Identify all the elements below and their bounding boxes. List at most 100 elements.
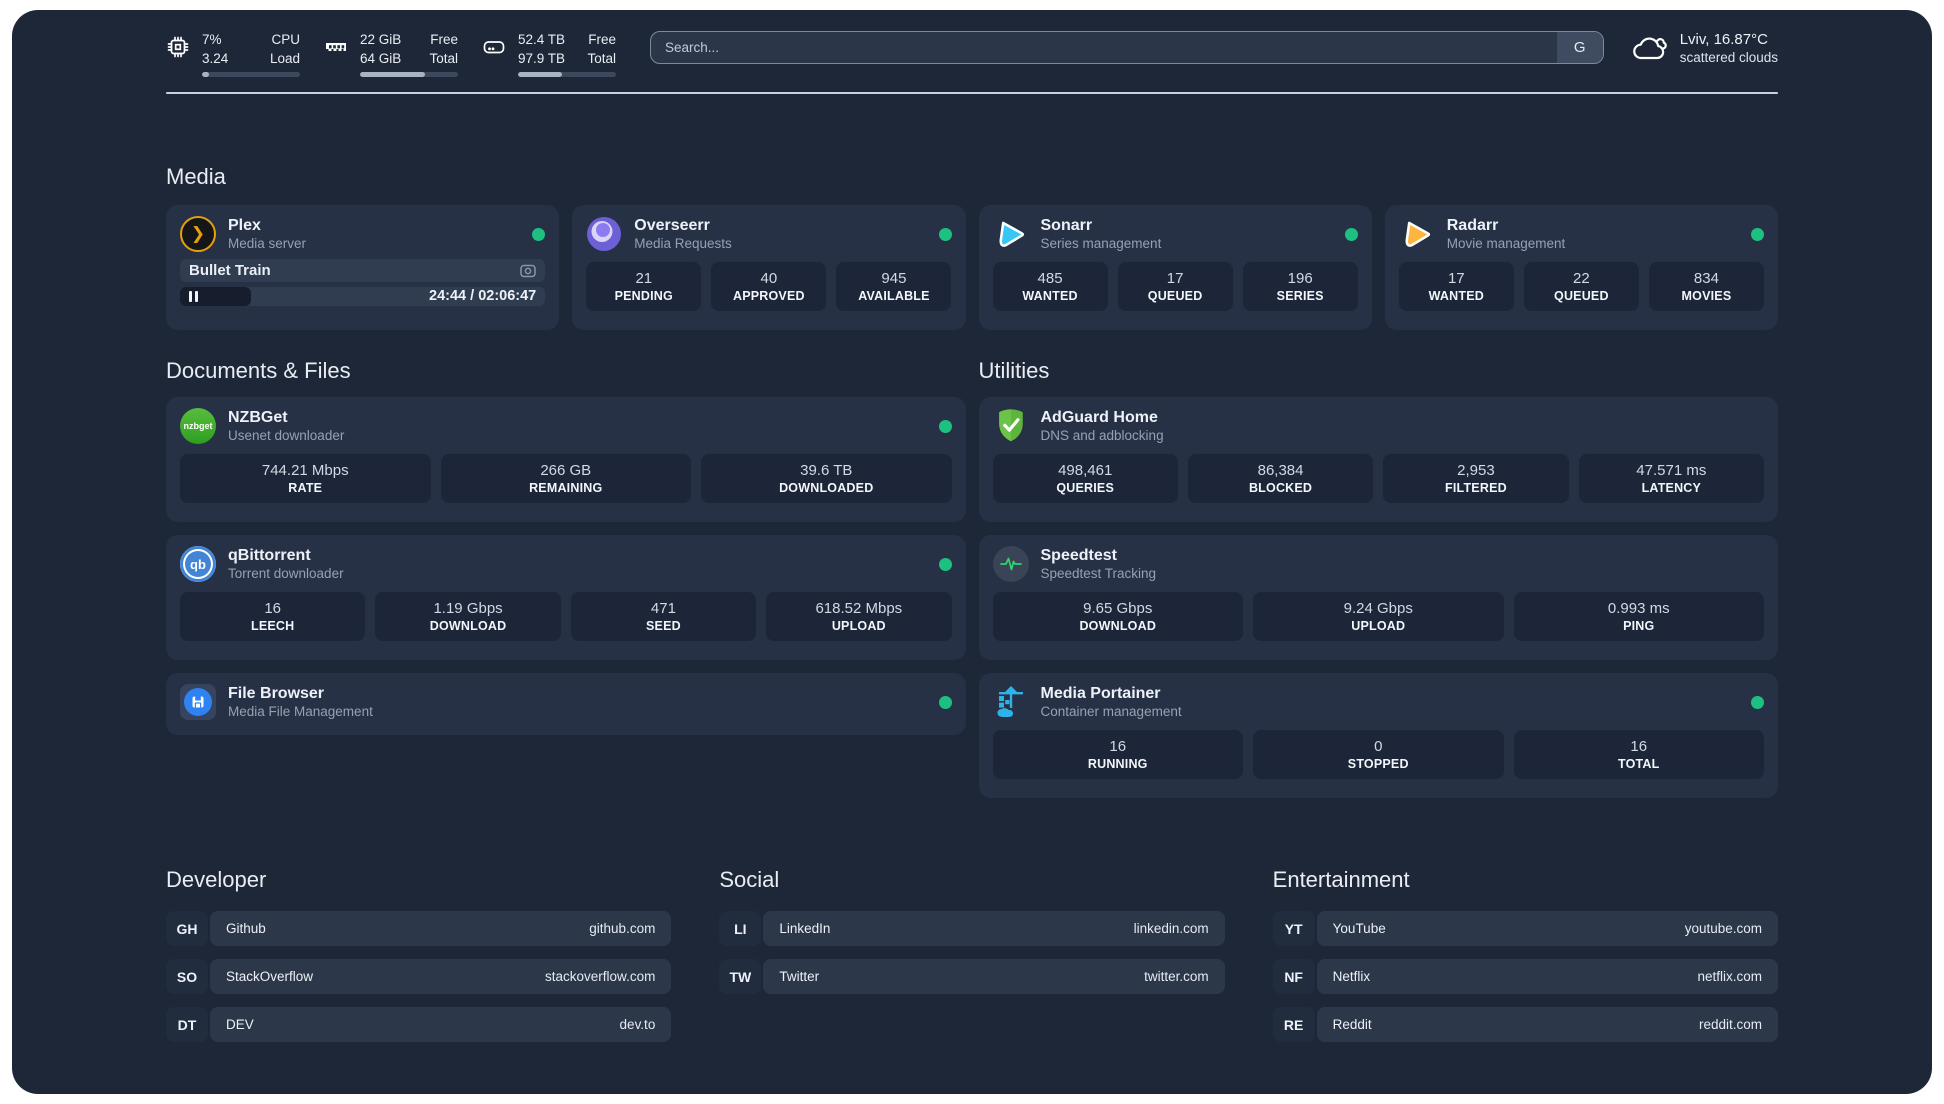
weather-widget: Lviv, 16.87°C scattered clouds bbox=[1632, 31, 1778, 65]
app-name: qBittorrent bbox=[228, 547, 311, 564]
bookmark-name: Netflix bbox=[1332, 969, 1371, 984]
section-title-entertainment: Entertainment bbox=[1272, 867, 1410, 892]
app-card-sonarr[interactable]: Sonarr Series management 485 WANTED 17 Q… bbox=[978, 205, 1372, 330]
app-subtitle: Container management bbox=[1040, 704, 1182, 719]
cloud-icon bbox=[1632, 37, 1667, 60]
camera-icon[interactable] bbox=[520, 264, 536, 278]
app-name: Speedtest bbox=[1040, 547, 1117, 564]
now-playing-title: Bullet Train bbox=[189, 262, 271, 279]
stat-tile-remaining: 266 GB REMAINING bbox=[440, 454, 691, 503]
dashboard-app: 7% 3.24 CPU Load bbox=[12, 10, 1932, 1094]
bookmark-abbr: RE bbox=[1272, 1007, 1315, 1042]
entertainment-column: Entertainment YT YouTube youtube.com NF … bbox=[1272, 867, 1778, 1055]
bookmark-abbr: LI bbox=[719, 911, 762, 946]
cpu-load-value: 3.24 bbox=[202, 50, 229, 66]
bookmark-name: StackOverflow bbox=[226, 969, 314, 984]
section-title-utilities: Utilities bbox=[978, 358, 1050, 383]
bookmark-reddit[interactable]: RE Reddit reddit.com bbox=[1272, 1007, 1778, 1042]
ram-stat: 22 GiB 64 GiB Free Total bbox=[324, 30, 458, 77]
ram-total-value: 64 GiB bbox=[360, 50, 402, 66]
section-title-developer: Developer bbox=[166, 867, 267, 892]
top-header: 7% 3.24 CPU Load bbox=[166, 10, 1778, 77]
app-card-plex[interactable]: ❯ Plex Media server Bullet Train bbox=[166, 205, 560, 330]
weather-condition: scattered clouds bbox=[1679, 50, 1778, 65]
stat-tile-queued: 17 QUEUED bbox=[1117, 262, 1233, 311]
status-dot bbox=[1751, 227, 1764, 241]
status-dot bbox=[532, 227, 546, 241]
app-card-qbittorrent[interactable]: qb qBittorrent Torrent downloader 16 LEE… bbox=[166, 535, 966, 660]
app-card-portainer[interactable]: Media Portainer Container management 16 … bbox=[978, 673, 1778, 798]
disk-label-2: Total bbox=[587, 50, 616, 66]
bookmark-abbr: YT bbox=[1272, 911, 1315, 946]
qbittorrent-icon: qb bbox=[180, 546, 216, 582]
app-subtitle: Torrent downloader bbox=[228, 566, 344, 581]
stat-tile-total: 16 TOTAL bbox=[1513, 730, 1764, 779]
bookmark-abbr: TW bbox=[719, 959, 762, 994]
app-card-radarr[interactable]: Radarr Movie management 17 WANTED 22 QUE… bbox=[1384, 205, 1778, 330]
stat-tile-upload: 9.24 Gbps UPLOAD bbox=[1253, 592, 1504, 641]
bookmark-name: DEV bbox=[226, 1017, 254, 1032]
bookmark-name: Reddit bbox=[1332, 1017, 1372, 1032]
app-name: Media Portainer bbox=[1040, 685, 1161, 702]
disk-free-value: 52.4 TB bbox=[518, 31, 566, 47]
stat-tile-download: 9.65 Gbps DOWNLOAD bbox=[992, 592, 1243, 641]
status-dot bbox=[938, 419, 952, 433]
search-input[interactable] bbox=[650, 30, 1604, 64]
app-name: Plex bbox=[228, 217, 261, 234]
speedtest-icon bbox=[992, 546, 1029, 582]
ram-label-2: Total bbox=[429, 50, 458, 66]
stat-tile-approved: 40 APPROVED bbox=[711, 262, 827, 311]
system-stats: 7% 3.24 CPU Load bbox=[166, 30, 616, 77]
app-subtitle: Usenet downloader bbox=[228, 428, 345, 443]
stat-tile-running: 16 RUNNING bbox=[992, 730, 1243, 779]
bookmark-dev[interactable]: DT DEV dev.to bbox=[166, 1007, 672, 1042]
cpu-label-1: CPU bbox=[271, 31, 300, 47]
bookmark-url: netflix.com bbox=[1697, 969, 1762, 984]
stat-tile-downloaded: 39.6 TB DOWNLOADED bbox=[701, 454, 952, 503]
bookmark-github[interactable]: GH Github github.com bbox=[166, 911, 672, 946]
filebrowser-icon bbox=[180, 684, 216, 720]
bookmark-url: twitter.com bbox=[1144, 969, 1209, 984]
cpu-stat: 7% 3.24 CPU Load bbox=[166, 30, 300, 77]
header-divider bbox=[166, 92, 1778, 94]
app-card-speedtest[interactable]: Speedtest Speedtest Tracking 9.65 Gbps D… bbox=[978, 535, 1778, 660]
app-name: AdGuard Home bbox=[1040, 409, 1158, 426]
app-card-overseerr[interactable]: Overseerr Media Requests 21 PENDING 40 A… bbox=[572, 205, 966, 330]
stat-tile-available: 945 AVAILABLE bbox=[836, 262, 952, 311]
bookmark-name: Twitter bbox=[779, 969, 820, 984]
nzbget-icon: nzbget bbox=[180, 408, 216, 444]
app-subtitle: Series management bbox=[1040, 236, 1162, 251]
stat-tile-leech: 16 LEECH bbox=[180, 592, 366, 641]
stat-tile-queries: 498,461 QUERIES bbox=[992, 454, 1178, 503]
bookmark-stackoverflow[interactable]: SO StackOverflow stackoverflow.com bbox=[166, 959, 672, 994]
app-subtitle: DNS and adblocking bbox=[1040, 428, 1164, 443]
bookmark-url: reddit.com bbox=[1698, 1017, 1762, 1032]
cpu-usage-value: 7% bbox=[202, 31, 222, 47]
bookmark-abbr: DT bbox=[166, 1007, 208, 1042]
bookmark-youtube[interactable]: YT YouTube youtube.com bbox=[1272, 911, 1778, 946]
app-name: NZBGet bbox=[228, 409, 288, 426]
portainer-icon bbox=[993, 684, 1029, 720]
search-engine-button[interactable]: G bbox=[1556, 31, 1603, 63]
pause-icon[interactable] bbox=[189, 291, 198, 302]
developer-column: Developer GH Github github.com SO StackO… bbox=[166, 867, 672, 1055]
app-name: Overseerr bbox=[634, 217, 710, 234]
playback-progress-bar[interactable]: 24:44 / 02:06:47 bbox=[180, 287, 546, 306]
stat-tile-latency: 47.571 ms LATENCY bbox=[1578, 454, 1764, 503]
bookmark-twitter[interactable]: TW Twitter twitter.com bbox=[719, 959, 1225, 994]
bookmark-url: dev.to bbox=[619, 1017, 656, 1032]
bookmark-name: LinkedIn bbox=[779, 921, 831, 936]
stat-tile-rate: 744.21 Mbps RATE bbox=[180, 454, 431, 503]
bookmark-netflix[interactable]: NF Netflix netflix.com bbox=[1272, 959, 1778, 994]
app-card-filebrowser[interactable]: File Browser Media File Management bbox=[166, 673, 966, 735]
stat-tile-series: 196 SERIES bbox=[1242, 262, 1358, 311]
app-subtitle: Media File Management bbox=[228, 704, 373, 719]
ram-icon bbox=[326, 42, 346, 51]
bookmark-linkedin[interactable]: LI LinkedIn linkedin.com bbox=[719, 911, 1225, 946]
app-card-adguard[interactable]: AdGuard Home DNS and adblocking 498,461 … bbox=[978, 397, 1778, 522]
app-subtitle: Speedtest Tracking bbox=[1040, 566, 1157, 581]
media-cards-row: ❯ Plex Media server Bullet Train bbox=[166, 205, 1778, 330]
app-card-nzbget[interactable]: nzbget NZBGet Usenet downloader 744.21 M… bbox=[166, 397, 966, 522]
bookmark-name: YouTube bbox=[1332, 921, 1386, 936]
disk-icon bbox=[483, 40, 505, 53]
